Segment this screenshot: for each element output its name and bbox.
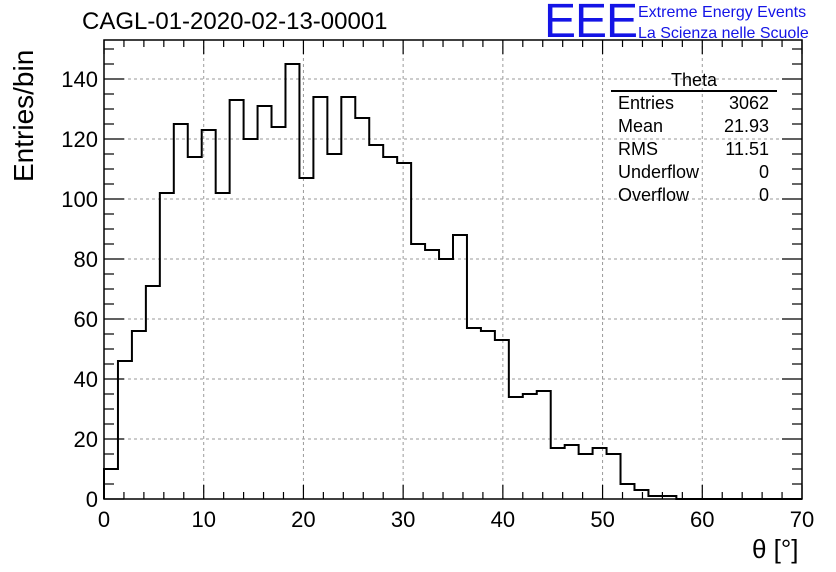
chart-title: CAGL-01-2020-02-13-00001 — [82, 8, 388, 35]
x-tick-label: 50 — [590, 507, 614, 532]
y-tick-label: 0 — [86, 487, 98, 512]
x-tick-label: 40 — [491, 507, 515, 532]
y-tick-label: 120 — [61, 127, 98, 152]
x-tick-label: 20 — [291, 507, 315, 532]
y-tick-label: 100 — [61, 187, 98, 212]
y-tick-label: 20 — [74, 427, 98, 452]
plot-frame — [103, 39, 803, 500]
x-tick-label: 10 — [191, 507, 215, 532]
stats-title: Theta — [611, 70, 777, 92]
x-tick-label: 70 — [790, 507, 814, 532]
stats-label: Overflow — [618, 185, 690, 205]
stats-value: 11.51 — [725, 139, 769, 159]
eee-logo: EEE — [544, 0, 638, 48]
tick-labels: 0 10 20 30 40 50 60 70 0 20 40 60 80 100 120 140 — [61, 67, 814, 532]
y-tick-label: 40 — [74, 367, 98, 392]
x-tick-label: 0 — [98, 507, 110, 532]
stats-label: Entries — [618, 93, 675, 113]
stats-label: RMS — [618, 139, 658, 159]
axis-ticks — [103, 40, 803, 500]
x-tick-label: 60 — [690, 507, 714, 532]
stats-value: 3062 — [728, 93, 769, 113]
y-axis-label: Entries/bin — [8, 49, 39, 182]
stats-row-overflow: Overflow 0 — [611, 184, 777, 207]
stats-box: Theta Entries 3062 Mean 21.93 RMS 11.51 … — [611, 70, 777, 207]
stats-label: Mean — [618, 116, 664, 136]
stats-value: 21.93 — [723, 116, 769, 136]
histogram-line — [103, 63, 802, 500]
logo-line-1: Extreme Energy Events — [638, 4, 807, 21]
y-tick-label: 60 — [74, 307, 98, 332]
stats-label: Underflow — [618, 162, 700, 182]
stats-value: 0 — [758, 162, 769, 182]
x-axis-label: θ [°] — [752, 534, 799, 564]
stats-row-entries: Entries 3062 — [611, 92, 777, 115]
x-tick-label: 30 — [391, 507, 415, 532]
stats-row-rms: RMS 11.51 — [611, 138, 777, 161]
y-tick-label: 140 — [61, 67, 98, 92]
axes-frame — [103, 39, 803, 500]
histogram-series — [103, 63, 802, 500]
y-tick-label: 80 — [74, 247, 98, 272]
stats-row-mean: Mean 21.93 — [611, 115, 777, 138]
logo-line-2: La Scienza nelle Scuole — [638, 25, 809, 42]
stats-value: 0 — [758, 185, 769, 205]
stats-row-underflow: Underflow 0 — [611, 161, 777, 184]
